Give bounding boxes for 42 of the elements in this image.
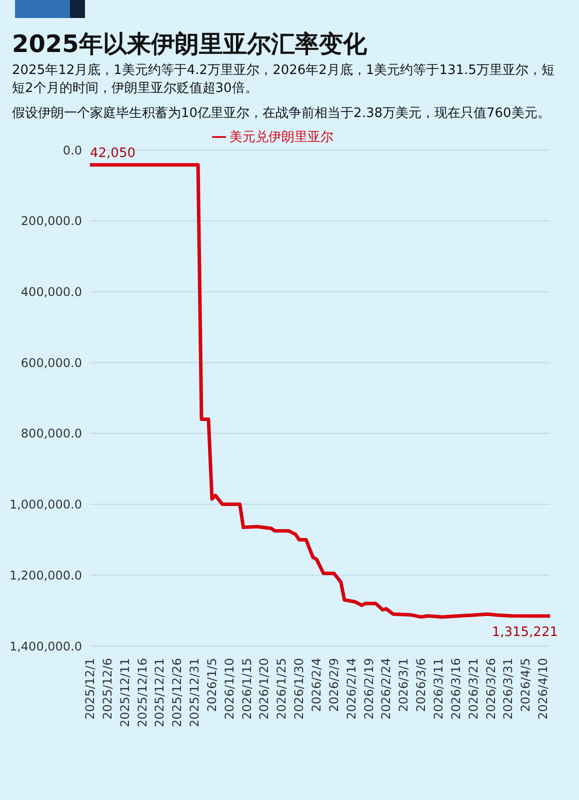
y-tick-label: 600,000.0 — [20, 356, 82, 370]
data-label: 1,315,221 — [492, 624, 558, 640]
x-tick-label: 2026/4/5 — [518, 658, 533, 712]
x-tick-label: 2026/3/1 — [396, 658, 411, 712]
data-label: 42,050 — [90, 146, 136, 161]
x-tick-label: 2026/3/11 — [431, 658, 446, 720]
x-tick-label: 2026/1/25 — [274, 658, 289, 720]
x-tick-label: 2026/3/26 — [484, 658, 498, 720]
text: 假设伊朗一个家庭毕生积蓄为10亿里亚尔，在战争前相当于2.38万美元，现在只值760美元。 — [12, 105, 552, 122]
y-tick-label: 1,000,000.0 — [9, 498, 82, 512]
x-tick-label: 2025/12/6 — [100, 658, 114, 720]
x-tick-label: 2026/1/20 — [257, 658, 272, 720]
y-tick-label: 800,000.0 — [20, 426, 82, 441]
x-tick-label: 2026/3/21 — [466, 658, 480, 720]
x-tick-label: 2026/2/24 — [379, 658, 394, 720]
y-tick-label: 0.0 — [62, 143, 82, 158]
legend-label: 美元兑伊朗里亚尔 — [230, 130, 334, 145]
y-tick-label: 1,200,000.0 — [9, 568, 82, 582]
x-tick-label: 2026/3/6 — [414, 658, 428, 712]
x-tick-label: 2026/1/15 — [240, 658, 254, 720]
x-tick-label: 2025/12/31 — [188, 658, 202, 728]
chart-title: 2025年以来伊朗里亚尔汇率变化 — [12, 29, 367, 60]
x-tick-label: 2026/2/4 — [310, 658, 324, 712]
y-tick-label: 1,400,000.0 — [9, 639, 82, 654]
x-tick-label: 2025/12/11 — [118, 658, 132, 728]
x-tick-label: 2025/12/26 — [170, 658, 184, 728]
line-series — [90, 163, 550, 619]
y-tick-label: 400,000.0 — [20, 284, 82, 299]
x-tick-label: 2026/3/31 — [501, 658, 516, 720]
x-tick-label: 2026/2/14 — [344, 658, 358, 720]
x-tick-label: 2026/4/10 — [536, 658, 550, 720]
x-tick-label: 2025/12/1 — [83, 658, 97, 720]
x-tick-label: 2025/12/21 — [152, 658, 167, 728]
x-tick-label: 2026/2/9 — [326, 658, 341, 712]
x-tick-label: 2026/1/30 — [292, 658, 306, 720]
x-tick-label: 2026/1/10 — [222, 658, 236, 720]
x-tick-label: 2026/3/16 — [448, 658, 463, 720]
x-tick-label: 2026/1/5 — [204, 658, 219, 712]
y-tick-label: 200,000.0 — [20, 214, 82, 228]
chart-subtitle: 2025年12月底，1美元约等于4.2万里亚尔，2026年2月底，1美元约等于131.5万里亚尔，短短2个月的时间，伊朗里亚尔贬值超30倍。 — [12, 62, 556, 98]
x-tick-label: 2025/12/16 — [135, 658, 150, 728]
x-tick-label: 2026/2/19 — [362, 658, 376, 720]
